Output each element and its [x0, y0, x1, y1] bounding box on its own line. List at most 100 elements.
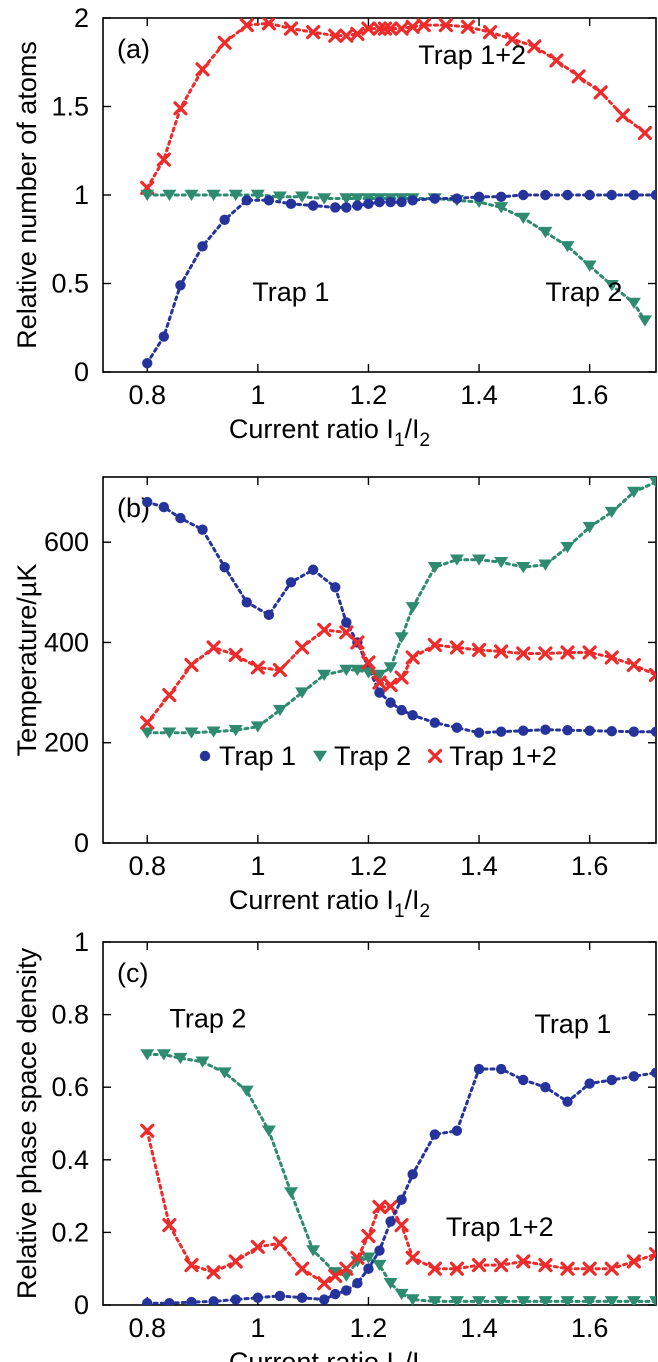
- data-point-trap2: [405, 1294, 420, 1305]
- y-tick-label: 200: [44, 728, 89, 758]
- data-point-trap1: [396, 704, 407, 716]
- data-point-trap12: [494, 1257, 509, 1273]
- data-point-trap12: [372, 675, 387, 690]
- data-point-trap12: [394, 1218, 409, 1233]
- x-axis-title: Current ratio I1/I2: [229, 885, 430, 922]
- series-line-trap1: [145, 193, 656, 365]
- data-point-trap1: [142, 1297, 153, 1305]
- data-point-trap12: [261, 18, 276, 31]
- data-point-trap2: [239, 1085, 254, 1097]
- data-point-trap1: [230, 1294, 241, 1305]
- data-point-trap1: [407, 1169, 418, 1180]
- data-point-trap2: [317, 193, 332, 205]
- x-tick-label: 1.4: [460, 851, 498, 881]
- data-point-trap1: [396, 196, 407, 208]
- x-tick-label: 1: [250, 851, 265, 881]
- data-point-trap12: [250, 1239, 265, 1255]
- data-point-trap12: [294, 640, 310, 655]
- data-point-trap12: [427, 637, 442, 653]
- data-point-trap2: [516, 212, 531, 224]
- plot-frame: [102, 941, 657, 1306]
- series-line-trap12: [145, 21, 647, 190]
- data-point-trap1: [164, 1297, 175, 1305]
- data-point-trap12: [140, 715, 155, 730]
- data-point-trap12: [206, 1265, 221, 1280]
- data-point-trap1: [208, 1296, 219, 1305]
- data-point-trap1: [628, 1071, 640, 1082]
- data-point-trap12: [361, 655, 376, 670]
- data-point-trap12: [156, 152, 171, 167]
- data-point-trap2: [317, 669, 332, 681]
- data-point-trap2: [626, 486, 641, 498]
- x-tick-label: 1.2: [350, 1313, 388, 1343]
- data-point-trap12: [372, 1199, 387, 1215]
- data-point-trap1: [175, 280, 186, 291]
- series-line-trap1: [145, 1067, 656, 1305]
- legend-label: Trap 1+2: [449, 741, 557, 771]
- data-point-trap12: [339, 625, 354, 640]
- data-point-trap2: [472, 1296, 487, 1305]
- data-point-trap1: [374, 1245, 385, 1256]
- data-point-trap1: [219, 214, 230, 225]
- data-point-trap12: [195, 62, 210, 77]
- data-point-trap2: [206, 726, 221, 738]
- data-point-trap12: [505, 32, 520, 47]
- data-point-trap1: [562, 1096, 573, 1107]
- data-point-trap1: [241, 195, 252, 206]
- annotation-label: Trap 1+2: [446, 1212, 554, 1242]
- data-point-trap12: [162, 687, 177, 703]
- data-point-trap12: [350, 635, 365, 650]
- data-point-trap1: [495, 726, 507, 737]
- y-tick-label: 0.4: [51, 1145, 89, 1175]
- data-point-trap1: [352, 200, 363, 211]
- data-point-trap2: [250, 721, 265, 733]
- data-point-trap12: [239, 18, 254, 33]
- data-point-trap2: [449, 1296, 464, 1305]
- data-point-trap2: [494, 202, 509, 214]
- data-point-trap12: [339, 28, 354, 43]
- y-tick-label: 0.6: [51, 1072, 89, 1102]
- data-point-trap2: [405, 602, 420, 614]
- data-point-trap1: [628, 726, 640, 737]
- x-tick-label: 1.6: [571, 851, 609, 881]
- data-point-trap1: [296, 1292, 308, 1303]
- data-point-trap1: [495, 191, 507, 202]
- data-point-trap12: [471, 642, 487, 658]
- data-point-trap2: [626, 1296, 641, 1305]
- data-point-trap1: [263, 195, 275, 206]
- data-point-trap2: [427, 561, 442, 574]
- data-point-trap12: [206, 640, 221, 655]
- data-point-trap1: [495, 1063, 507, 1075]
- data-point-trap12: [416, 18, 431, 33]
- data-point-trap1: [451, 722, 463, 733]
- data-point-trap2: [427, 1296, 442, 1305]
- series-line-trap1: [145, 500, 656, 735]
- data-point-trap12: [317, 1276, 332, 1291]
- x-tick-label: 1: [250, 380, 265, 410]
- x-axis-title: Current ratio I1/I2: [229, 1347, 430, 1362]
- legend-marker-trap1: [199, 750, 211, 762]
- data-point-trap1: [429, 193, 440, 204]
- series-line-trap12: [145, 1129, 656, 1285]
- plot-area: [140, 477, 656, 739]
- x-axis-title: Current ratio I1/I2: [229, 414, 430, 451]
- data-point-trap12: [405, 19, 420, 34]
- x-tick-label: 1.6: [571, 1313, 609, 1343]
- data-point-trap12: [604, 650, 619, 665]
- legend-label: Trap 2: [334, 741, 411, 771]
- data-point-trap12: [405, 650, 420, 665]
- data-point-trap1: [606, 1074, 617, 1086]
- data-point-trap12: [626, 1254, 641, 1269]
- data-point-trap2: [184, 727, 199, 739]
- data-point-trap2: [582, 260, 597, 272]
- data-point-trap1: [451, 1125, 463, 1136]
- data-point-trap12: [162, 1218, 177, 1233]
- y-tick-label: 1: [74, 927, 89, 957]
- data-point-trap1: [606, 725, 617, 737]
- plot-area: [140, 1049, 656, 1305]
- data-point-trap2: [339, 664, 354, 676]
- data-point-trap2: [162, 189, 177, 201]
- data-point-trap2: [649, 477, 656, 488]
- data-point-trap1: [175, 512, 186, 524]
